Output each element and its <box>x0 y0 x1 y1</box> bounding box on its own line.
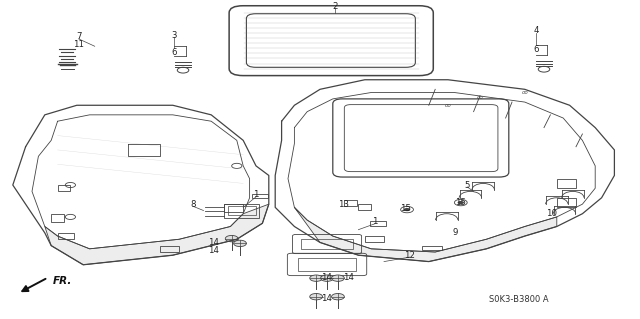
Text: 14: 14 <box>321 273 332 282</box>
Text: 3: 3 <box>172 31 177 40</box>
Text: oo: oo <box>445 103 451 108</box>
Bar <box>224 204 259 218</box>
Bar <box>557 198 576 207</box>
Text: 6: 6 <box>172 48 177 57</box>
Text: 2: 2 <box>333 2 338 11</box>
Circle shape <box>332 275 344 281</box>
Text: 7: 7 <box>76 32 81 41</box>
Bar <box>370 221 386 226</box>
Bar <box>228 206 256 215</box>
Circle shape <box>321 275 333 281</box>
Text: 14: 14 <box>321 294 332 303</box>
Text: 4: 4 <box>534 26 539 35</box>
Text: 1: 1 <box>372 217 377 226</box>
Text: 6: 6 <box>534 45 539 54</box>
Bar <box>252 194 268 198</box>
Bar <box>344 200 357 206</box>
Text: oo: oo <box>522 90 528 95</box>
Text: oo: oo <box>477 95 483 100</box>
Text: S0K3-B3800 A: S0K3-B3800 A <box>488 295 548 304</box>
Text: 13: 13 <box>337 200 349 209</box>
Circle shape <box>234 240 246 247</box>
Circle shape <box>310 293 323 300</box>
Text: 12: 12 <box>404 251 415 260</box>
Text: 14: 14 <box>208 246 220 255</box>
Circle shape <box>225 235 238 242</box>
Text: 11: 11 <box>73 40 84 49</box>
Text: 14: 14 <box>208 238 220 247</box>
Bar <box>58 185 70 191</box>
Text: 14: 14 <box>343 273 355 282</box>
Circle shape <box>458 201 464 204</box>
Text: 9: 9 <box>453 228 458 237</box>
Bar <box>422 246 442 250</box>
Bar <box>358 204 371 210</box>
Text: FR.: FR. <box>53 276 72 286</box>
Text: 8: 8 <box>191 200 196 209</box>
Circle shape <box>404 208 410 211</box>
Bar <box>51 214 64 222</box>
Bar <box>224 204 243 212</box>
Bar <box>160 246 179 252</box>
Bar <box>365 236 384 242</box>
Text: 15: 15 <box>400 204 412 213</box>
Circle shape <box>332 293 344 300</box>
Circle shape <box>310 275 323 281</box>
Polygon shape <box>45 204 269 265</box>
Text: 1: 1 <box>253 190 259 199</box>
Bar <box>298 258 356 271</box>
Text: 15: 15 <box>455 198 467 207</box>
Text: 5: 5 <box>465 181 470 189</box>
Bar <box>557 179 576 188</box>
Text: 10: 10 <box>546 209 557 218</box>
Bar <box>301 239 353 249</box>
Polygon shape <box>294 207 557 262</box>
Bar <box>58 233 74 239</box>
